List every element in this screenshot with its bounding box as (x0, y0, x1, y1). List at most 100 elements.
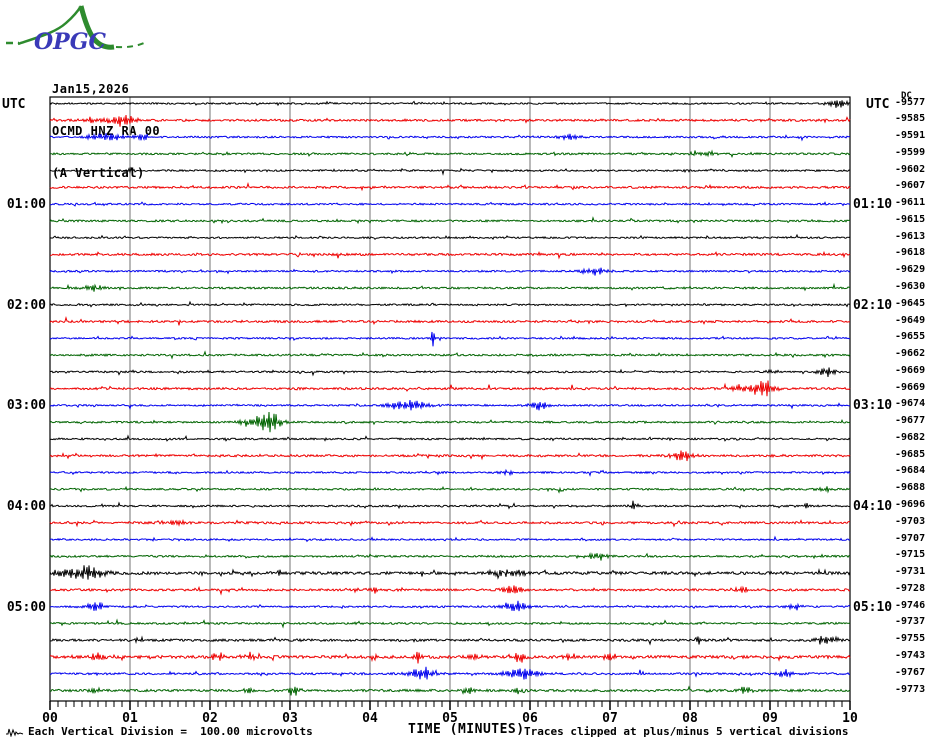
header-block: Jan15,2026 OCMD HNZ RA 00 (A Vertical) (52, 54, 160, 208)
dc-value-row-1: -9585 (895, 113, 926, 125)
dc-value-row-18: -9674 (895, 398, 926, 410)
dc-value-row-6: -9611 (895, 197, 926, 209)
dc-value-row-17: -9669 (895, 381, 926, 393)
trace-row-0010 (49, 115, 851, 127)
trace-row-0500 (49, 600, 851, 612)
dc-value-row-3: -9599 (895, 146, 926, 158)
trace-row-0030 (50, 149, 851, 159)
opgc-logo: OPGC (4, 2, 174, 54)
trace-row-0040 (49, 166, 851, 176)
dc-value-row-8: -9613 (895, 230, 926, 242)
trace-row-0410 (49, 518, 851, 528)
x-tick-label-06: 06 (522, 711, 538, 726)
dc-value-row-33: -9743 (895, 649, 926, 661)
dc-value-row-27: -9715 (895, 549, 926, 561)
trace-row-0510 (49, 618, 851, 629)
dc-value-row-25: -9703 (895, 515, 926, 527)
dc-value-row-22: -9684 (895, 465, 926, 477)
dc-value-row-31: -9737 (895, 616, 926, 628)
trace-row-0250 (49, 380, 851, 397)
dc-value-row-19: -9677 (895, 415, 926, 427)
dc-value-row-35: -9773 (895, 683, 926, 695)
trace-row-0310 (49, 411, 851, 433)
dc-value-row-20: -9682 (895, 431, 926, 443)
volcano-logo-icon: OPGC (6, 5, 145, 54)
mini-waveform-icon (6, 727, 24, 737)
x-tick-label-07: 07 (602, 711, 618, 726)
trace-row-0200 (49, 300, 851, 308)
trace-row-0440 (49, 565, 851, 580)
x-tick-label-01: 01 (122, 711, 138, 726)
dc-value-row-13: -9649 (895, 314, 926, 326)
x-tick-label-08: 08 (682, 711, 698, 726)
right-hour-label-0410: 04:10 (853, 499, 893, 514)
dc-value-row-14: -9655 (895, 331, 926, 343)
dc-value-row-15: -9662 (895, 348, 926, 360)
dc-value-row-9: -9618 (895, 247, 926, 259)
dc-value-row-4: -9602 (895, 163, 926, 175)
trace-row-0000 (49, 99, 851, 108)
trace-row-0430 (49, 552, 851, 561)
x-tick-label-03: 03 (282, 711, 298, 726)
x-tick-label-05: 05 (442, 711, 458, 726)
dc-value-row-28: -9731 (895, 566, 926, 578)
right-hour-label-0310: 03:10 (853, 398, 893, 414)
trace-row-0130 (49, 250, 851, 260)
clip-note: Traces clipped at plus/minus 5 vertical … (524, 725, 849, 738)
right-hour-label-0110: 01:10 (853, 197, 893, 213)
dc-value-row-29: -9728 (895, 582, 926, 594)
dc-value-row-5: -9607 (895, 180, 926, 192)
left-hour-label-0300: 03:00 (6, 398, 46, 414)
trace-row-0150 (49, 282, 851, 292)
dc-value-row-10: -9629 (895, 264, 926, 276)
trace-row-0240 (50, 367, 851, 377)
dc-value-row-2: -9591 (895, 130, 926, 142)
trace-row-0530 (49, 651, 851, 664)
dc-value-row-34: -9767 (895, 666, 926, 678)
dc-value-row-30: -9746 (895, 599, 926, 611)
x-tick-label-02: 02 (202, 711, 218, 726)
trace-row-0220 (49, 331, 851, 347)
left-hour-label-0200: 02:00 (6, 297, 46, 313)
dc-value-row-24: -9696 (895, 499, 926, 510)
x-axis-title: TIME (MINUTES) (408, 722, 525, 737)
dc-value-row-21: -9685 (895, 448, 926, 460)
x-tick-label-00: 00 (42, 711, 58, 726)
trace-row-0350 (49, 485, 851, 494)
left-hour-label-0400: 04:00 (6, 499, 46, 514)
dc-value-row-7: -9615 (895, 213, 926, 225)
dc-offset-label: DC (901, 91, 912, 101)
trace-row-0100 (49, 201, 851, 207)
right-hour-label-0510: 05:10 (853, 599, 893, 615)
trace-row-0020 (49, 132, 850, 142)
trace-row-0230 (49, 350, 851, 360)
right-hour-label-0210: 02:10 (853, 297, 893, 313)
dc-value-row-16: -9669 (895, 364, 926, 376)
dc-value-row-26: -9707 (895, 532, 926, 544)
x-tick-label-09: 09 (762, 711, 778, 726)
trace-row-0210 (49, 316, 851, 326)
dc-value-row-11: -9630 (895, 280, 926, 292)
trace-row-0110 (49, 216, 851, 225)
trace-row-0120 (49, 233, 851, 241)
dc-value-row-32: -9755 (895, 633, 926, 645)
logo-text: OPGC (34, 29, 106, 54)
utc-label-left: UTC (2, 97, 26, 112)
dc-value-row-12: -9645 (895, 297, 926, 309)
utc-label-right: UTC (866, 97, 890, 112)
trace-row-0400 (49, 500, 850, 510)
x-tick-label-04: 04 (362, 711, 378, 726)
trace-row-0520 (49, 635, 851, 646)
trace-row-0050 (49, 181, 851, 192)
dc-value-row-0: -9577 (895, 96, 926, 108)
trace-row-0550 (49, 685, 851, 696)
trace-row-0340 (49, 468, 851, 477)
header-date: Jan15,2026 (52, 82, 130, 96)
left-hour-label-0500: 05:00 (6, 599, 46, 615)
trace-row-0300 (49, 400, 851, 411)
dc-value-row-23: -9688 (895, 482, 926, 494)
trace-row-0320 (49, 434, 851, 442)
trace-row-0450 (49, 585, 851, 596)
